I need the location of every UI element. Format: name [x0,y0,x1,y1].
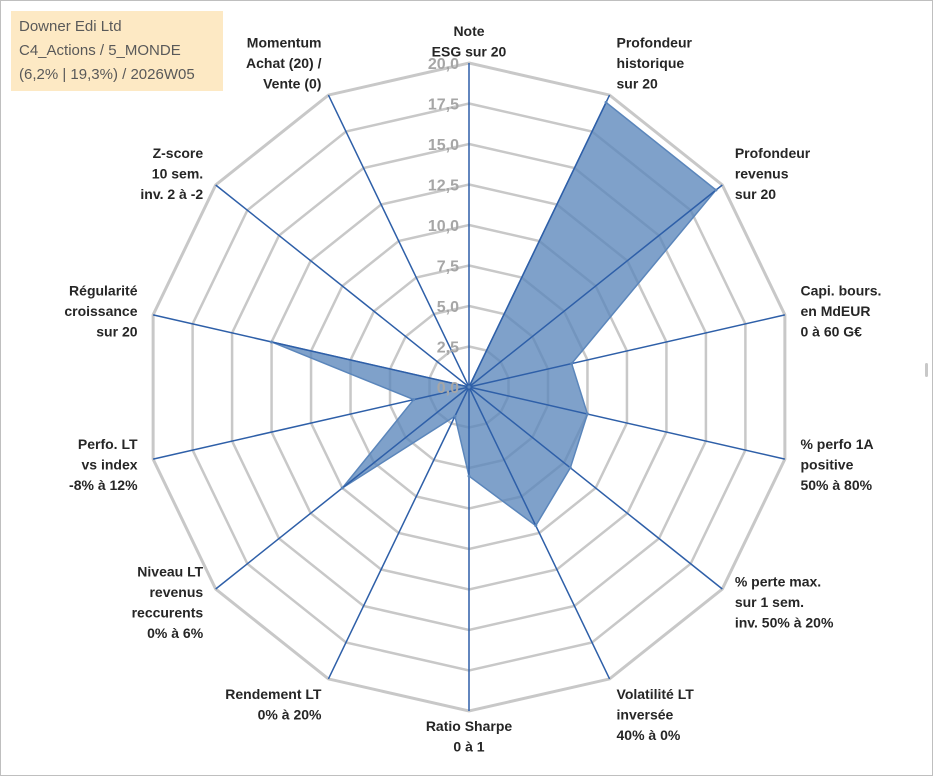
axis-label-group: Momentum Achat (20) / Vente (0) [246,35,322,92]
axis-label: Profondeur [617,35,693,51]
axis-label-group: Z-score 10 sem. inv. 2 à -2 [140,145,203,202]
axis-label: 10 sem. [152,165,203,181]
axis-label: Ratio Sharpe [426,718,513,734]
data-point [534,524,538,528]
axis-label-group: % perfo 1A positive 50% à 80% [800,436,873,493]
tick-label: 7,5 [437,259,459,276]
axis-label-group: Profondeur historique sur 20 [617,35,693,92]
axis-label: % perfo 1A [800,436,873,452]
axis-label: ESG sur 20 [432,43,507,59]
data-point [604,100,608,104]
axis-label-group: Capi. bours. en MdEUR 0 à 60 G€ [800,283,881,340]
axis-label: 0% à 20% [258,706,322,722]
axis-label: Profondeur [735,145,811,161]
tick-label: 20,0 [428,56,459,73]
tick-label: 17,5 [428,97,459,114]
data-point [714,188,718,192]
axis-label: revenus [149,584,203,600]
axis-label-group: Profondeur revenus sur 20 [735,145,811,202]
tick-label: 10,0 [428,218,459,235]
info-box: Downer Edi Ltd C4_Actions / 5_MONDE (6,2… [11,11,223,91]
axis-label-group: Note ESG sur 20 [432,23,507,60]
axis-spoke [152,314,470,388]
axis-label: Momentum [247,35,322,51]
axis-label: sur 20 [735,186,776,202]
tick-label: 2,5 [437,340,459,357]
data-series-area [271,101,718,527]
axis-label-group: Ratio Sharpe 0 à 1 [426,718,513,755]
axis-label: Volatilité LT [617,686,695,702]
axis-label: Niveau LT [137,563,203,579]
tick-label: 0,0 [437,380,459,397]
data-point [270,340,274,344]
axis-label: 0 à 60 G€ [800,324,862,340]
axis-spoke [152,386,470,460]
axis-spoke [327,386,470,680]
axis-label: 0 à 1 [453,738,484,754]
data-point [568,466,572,470]
axis-spoke [468,184,723,388]
axis-label: sur 20 [96,324,137,340]
info-line-category: C4_Actions / 5_MONDE [19,42,181,59]
axis-label: sur 1 sem. [735,594,804,610]
axis-label: historique [617,55,685,71]
tick-label: 15,0 [428,137,459,154]
axis-label: 0% à 6% [147,625,204,641]
axis-label: Note [453,23,484,39]
axis-label: % perte max. [735,574,821,590]
axis-label: vs index [81,456,137,472]
axis-label: Régularité [69,283,138,299]
tick-label: 5,0 [437,299,459,316]
axis-label: inversée [617,706,674,722]
data-point [585,412,589,416]
axis-spoke [327,94,470,388]
scrollbar-thumb[interactable] [925,363,928,377]
axis-label: inv. 2 à -2 [140,186,203,202]
data-point [467,474,471,478]
axis-label: croissance [64,303,137,319]
axis-label: Rendement LT [225,686,322,702]
axis-spoke [468,314,786,388]
axis-label: revenus [735,165,789,181]
axis-spoke [468,386,611,680]
axis-label: -8% à 12% [69,477,138,493]
info-line-company: Downer Edi Ltd [19,18,122,35]
data-point [412,398,416,402]
axis-label: Capi. bours. [800,283,881,299]
data-point [453,414,457,418]
data-point [340,486,344,490]
axis-spoke [468,386,723,590]
axis-label: en MdEUR [800,303,870,319]
axis-spoke [215,184,470,388]
axis-label: reccurents [132,604,204,620]
axis-label-group: Perfo. LT vs index -8% à 12% [69,436,138,493]
info-line-stats: (6,2% | 19,3%) / 2026W05 [19,66,195,83]
tick-label: 12,5 [428,178,459,195]
axis-label-group: Rendement LT 0% à 20% [225,686,322,723]
axis-label: 50% à 80% [800,477,872,493]
data-point [570,362,574,366]
axis-label: Achat (20) / [246,55,322,71]
axis-label-group: Niveau LT revenus reccurents 0% à 6% [132,563,204,641]
axis-spoke [468,94,611,388]
axis-label: 40% à 0% [617,727,681,743]
axis-label-group: % perte max. sur 1 sem. inv. 50% à 20% [735,574,834,631]
axis-label-group: Volatilité LT inversée 40% à 0% [617,686,695,743]
axis-label: Perfo. LT [78,436,138,452]
axis-label: Z-score [153,145,204,161]
axis-label: positive [800,456,853,472]
axis-label: sur 20 [617,76,658,92]
data-point [467,385,471,389]
axis-label: inv. 50% à 20% [735,615,834,631]
axis-label-group: Régularité croissance sur 20 [64,283,137,340]
axis-label: Vente (0) [263,76,321,92]
axis-spoke [468,386,786,460]
